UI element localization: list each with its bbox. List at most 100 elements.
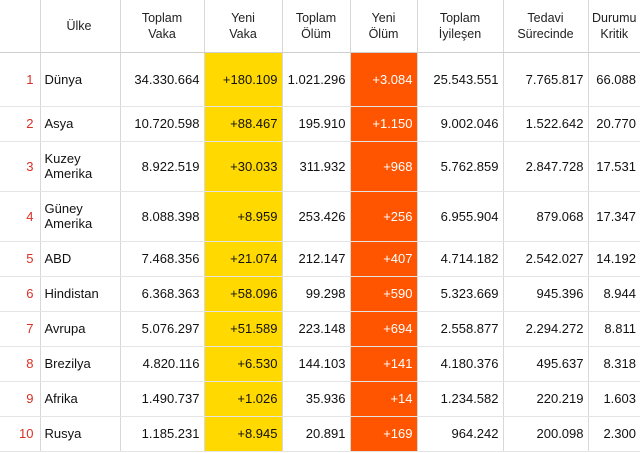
critical-cell: 8.944: [588, 276, 640, 312]
new-deaths-cell: +590: [350, 276, 418, 312]
rank-cell: 8: [0, 346, 41, 382]
header-total-recovered[interactable]: Toplam İyileşen: [417, 0, 504, 53]
total-cases-cell: 5.076.297: [120, 311, 205, 347]
critical-cell: 8.318: [588, 346, 640, 382]
active-cell: 879.068: [503, 191, 589, 242]
total-deaths-cell: 1.021.296: [282, 52, 351, 107]
total-deaths-cell: 212.147: [282, 241, 351, 277]
active-cell: 7.765.817: [503, 52, 589, 107]
country-cell: ABD: [40, 241, 121, 277]
table-row: 3 Kuzey Amerika 8.922.519 +30.033 311.932 +96…: [0, 141, 640, 192]
total-cases-cell: 1.185.231: [120, 416, 205, 452]
total-deaths-cell: 195.910: [282, 106, 351, 142]
total-recovered-cell: 2.558.877: [417, 311, 504, 347]
total-cases-cell: 1.490.737: [120, 381, 205, 417]
rank-cell: 6: [0, 276, 41, 312]
new-cases-cell: +58.096: [204, 276, 283, 312]
new-cases-cell: +1.026: [204, 381, 283, 417]
table-row: 6 Hindistan 6.368.363 +58.096 99.298 +590 5.32…: [0, 276, 640, 312]
new-deaths-cell: +169: [350, 416, 418, 452]
critical-cell: 1.603: [588, 381, 640, 417]
table-row: 10 Rusya 1.185.231 +8.945 20.891 +169 964.242 2…: [0, 416, 640, 452]
table-row: 1 Dünya 34.330.664 +180.109 1.021.296 +3.084 2…: [0, 52, 640, 107]
active-cell: 2.542.027: [503, 241, 589, 277]
total-recovered-cell: 25.543.551: [417, 52, 504, 107]
rank-cell: 10: [0, 416, 41, 452]
rank-cell: 3: [0, 141, 41, 192]
country-cell: Brezilya: [40, 346, 121, 382]
critical-cell: 14.192: [588, 241, 640, 277]
header-critical[interactable]: Durumu Kritik: [588, 0, 640, 53]
total-recovered-cell: 964.242: [417, 416, 504, 452]
header-total-deaths[interactable]: Toplam Ölüm: [282, 0, 351, 53]
header-new-cases[interactable]: Yeni Vaka: [204, 0, 283, 53]
active-cell: 200.098: [503, 416, 589, 452]
new-deaths-cell: +3.084: [350, 52, 418, 107]
country-cell: Hindistan: [40, 276, 121, 312]
rank-cell: 1: [0, 52, 41, 107]
active-cell: 220.219: [503, 381, 589, 417]
rank-cell: 2: [0, 106, 41, 142]
total-recovered-cell: 5.323.669: [417, 276, 504, 312]
total-cases-cell: 4.820.116: [120, 346, 205, 382]
total-recovered-cell: 6.955.904: [417, 191, 504, 242]
total-recovered-cell: 5.762.859: [417, 141, 504, 192]
table-row: 4 Güney Amerika 8.088.398 +8.959 253.426 +256…: [0, 191, 640, 242]
country-cell: Güney Amerika: [40, 191, 121, 242]
total-recovered-cell: 1.234.582: [417, 381, 504, 417]
total-cases-cell: 8.088.398: [120, 191, 205, 242]
table-row: 5 ABD 7.468.356 +21.074 212.147 +407 4.714.182…: [0, 241, 640, 277]
critical-cell: 66.088: [588, 52, 640, 107]
rank-cell: 4: [0, 191, 41, 242]
active-cell: 2.294.272: [503, 311, 589, 347]
table-row: 2 Asya 10.720.598 +88.467 195.910 +1.150 9.002…: [0, 106, 640, 142]
critical-cell: 17.531: [588, 141, 640, 192]
total-deaths-cell: 311.932: [282, 141, 351, 192]
total-deaths-cell: 223.148: [282, 311, 351, 347]
total-recovered-cell: 4.714.182: [417, 241, 504, 277]
header-new-deaths[interactable]: Yeni Ölüm: [350, 0, 418, 53]
new-cases-cell: +8.945: [204, 416, 283, 452]
total-cases-cell: 10.720.598: [120, 106, 205, 142]
new-deaths-cell: +256: [350, 191, 418, 242]
new-cases-cell: +180.109: [204, 52, 283, 107]
country-cell: Rusya: [40, 416, 121, 452]
header-country[interactable]: Ülke: [40, 0, 121, 53]
header-row: Ülke Toplam Vaka Yeni Vaka Toplam Ölüm Yeni…: [0, 0, 640, 53]
active-cell: 1.522.642: [503, 106, 589, 142]
new-deaths-cell: +141: [350, 346, 418, 382]
total-deaths-cell: 144.103: [282, 346, 351, 382]
header-rank: [0, 0, 41, 53]
total-recovered-cell: 9.002.046: [417, 106, 504, 142]
country-cell: Afrika: [40, 381, 121, 417]
new-cases-cell: +88.467: [204, 106, 283, 142]
country-cell: Dünya: [40, 52, 121, 107]
critical-cell: 17.347: [588, 191, 640, 242]
active-cell: 2.847.728: [503, 141, 589, 192]
total-deaths-cell: 35.936: [282, 381, 351, 417]
new-deaths-cell: +14: [350, 381, 418, 417]
critical-cell: 20.770: [588, 106, 640, 142]
new-cases-cell: +21.074: [204, 241, 283, 277]
header-active[interactable]: Tedavi Sürecinde: [503, 0, 589, 53]
country-cell: Asya: [40, 106, 121, 142]
table-row: 7 Avrupa 5.076.297 +51.589 223.148 +694 2.558.…: [0, 311, 640, 347]
new-cases-cell: +8.959: [204, 191, 283, 242]
rank-cell: 5: [0, 241, 41, 277]
total-deaths-cell: 20.891: [282, 416, 351, 452]
new-deaths-cell: +1.150: [350, 106, 418, 142]
total-cases-cell: 8.922.519: [120, 141, 205, 192]
total-cases-cell: 6.368.363: [120, 276, 205, 312]
new-cases-cell: +51.589: [204, 311, 283, 347]
total-cases-cell: 34.330.664: [120, 52, 205, 107]
total-recovered-cell: 4.180.376: [417, 346, 504, 382]
new-cases-cell: +6.530: [204, 346, 283, 382]
rank-cell: 7: [0, 311, 41, 347]
header-total-cases[interactable]: Toplam Vaka: [120, 0, 205, 53]
new-deaths-cell: +694: [350, 311, 418, 347]
active-cell: 945.396: [503, 276, 589, 312]
total-deaths-cell: 99.298: [282, 276, 351, 312]
total-deaths-cell: 253.426: [282, 191, 351, 242]
rank-cell: 9: [0, 381, 41, 417]
